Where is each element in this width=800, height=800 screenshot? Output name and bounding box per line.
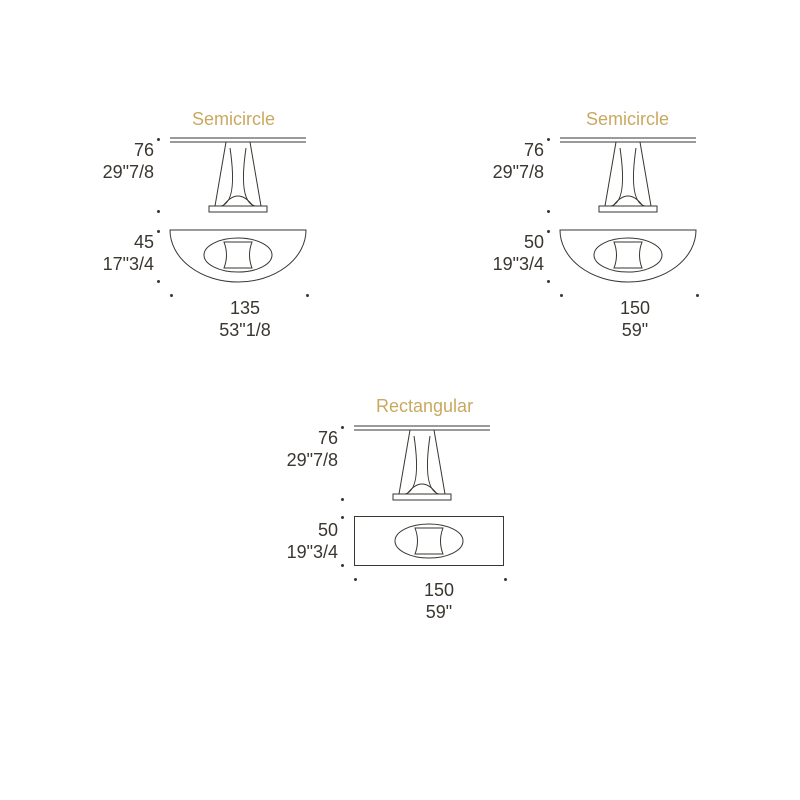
dim-dot (341, 564, 344, 567)
side-elevation (354, 424, 490, 500)
dim-width-cm: 150 (404, 580, 474, 602)
dim-depth-in: 17"3/4 (90, 254, 154, 276)
dim-height-in: 29"7/8 (480, 162, 544, 184)
dim-dot (306, 294, 309, 297)
dim-dot (696, 294, 699, 297)
dim-dot (341, 498, 344, 501)
dim-height-cm: 76 (480, 140, 544, 162)
dim-dot (560, 294, 563, 297)
dim-depth-cm: 50 (480, 232, 544, 254)
plan-view (560, 228, 696, 284)
dim-dot (157, 280, 160, 283)
dim-width: 15059" (404, 580, 474, 623)
dim-depth: 4517"3/4 (90, 232, 154, 275)
dim-depth: 5019"3/4 (480, 232, 544, 275)
dim-dot (504, 578, 507, 581)
dim-width: 15059" (600, 298, 670, 341)
dim-dot (157, 210, 160, 213)
dim-height: 7629"7/8 (90, 140, 154, 183)
dim-height: 7629"7/8 (480, 140, 544, 183)
dim-depth-in: 19"3/4 (480, 254, 544, 276)
dim-width-in: 53"1/8 (210, 320, 280, 342)
variant-title: Semicircle (192, 109, 275, 130)
dim-dot (341, 516, 344, 519)
dim-width-cm: 150 (600, 298, 670, 320)
dim-width-cm: 135 (210, 298, 280, 320)
side-elevation (170, 136, 306, 212)
dim-width-in: 59" (404, 602, 474, 624)
dim-height-in: 29"7/8 (90, 162, 154, 184)
dim-dot (547, 138, 550, 141)
dim-depth-cm: 50 (274, 520, 338, 542)
side-elevation (560, 136, 696, 212)
dim-dot (354, 578, 357, 581)
dim-dot (341, 426, 344, 429)
dim-width: 13553"1/8 (210, 298, 280, 341)
dim-dot (157, 138, 160, 141)
dim-dot (157, 230, 160, 233)
dim-dot (170, 294, 173, 297)
variant-title: Rectangular (376, 396, 473, 417)
dim-dot (547, 210, 550, 213)
dim-height-cm: 76 (90, 140, 154, 162)
spec-drawing-canvas: Semicircle7629"7/84517"3/413553"1/8Semic… (0, 0, 800, 800)
dim-height-in: 29"7/8 (274, 450, 338, 472)
dim-dot (547, 230, 550, 233)
dim-height: 7629"7/8 (274, 428, 338, 471)
dim-width-in: 59" (600, 320, 670, 342)
dim-height-cm: 76 (274, 428, 338, 450)
dim-depth: 5019"3/4 (274, 520, 338, 563)
dim-depth-cm: 45 (90, 232, 154, 254)
variant-title: Semicircle (586, 109, 669, 130)
plan-view (170, 228, 306, 284)
plan-view (354, 516, 504, 566)
dim-depth-in: 19"3/4 (274, 542, 338, 564)
dim-dot (547, 280, 550, 283)
